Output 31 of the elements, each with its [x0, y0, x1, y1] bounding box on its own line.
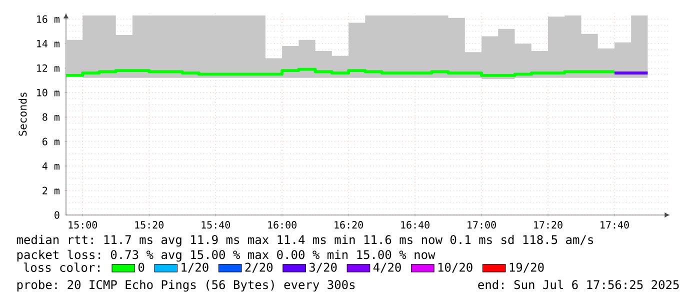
legend-label: 0: [138, 262, 144, 272]
legend-label: 10/20: [438, 262, 472, 273]
legend-label: 2/20: [245, 262, 273, 273]
x-tick-label: 15:40: [202, 221, 230, 229]
legend-label: 4/20: [373, 262, 401, 273]
y-tick-label: 0: [54, 211, 60, 219]
legend-label: 3/20: [309, 262, 337, 273]
x-tick-label: 15:20: [135, 221, 164, 229]
text: probe: 20 ICMP Echo Pings (56 Bytes) every 300s: [17, 280, 355, 292]
x-tick-label: 17:40: [600, 221, 629, 229]
x-tick-label: 16:40: [401, 221, 430, 229]
y-tick-label: 14 m: [37, 40, 60, 48]
legend-label: 1/20: [182, 262, 208, 273]
x-tick-label: 16:00: [268, 221, 296, 229]
text: end: Sun Jul 6 17:56:25 2025: [478, 280, 679, 290]
legend-label: 19/20: [510, 262, 544, 273]
legend-title: loss color:: [24, 262, 100, 272]
y-tick-label: 8 m: [42, 113, 60, 121]
y-tick-label: 10 m: [37, 88, 60, 96]
text: packet loss: 0.73 % avg 15.00 % max 0.00 % min 15.00 % now: [17, 250, 436, 262]
text: median rtt: 11.7 ms avg 11.9 ms max 11.4 ms min 11.6 ms now 0.1 ms sd 118.5 am/s: [16, 234, 594, 247]
y-axis-title: Seconds: [18, 92, 27, 136]
x-tick-label: 16:20: [334, 221, 363, 229]
x-tick-label: 17:20: [534, 221, 562, 229]
y-tick-label: 12 m: [37, 64, 60, 72]
y-tick-label: 2 m: [42, 186, 60, 194]
y-tick-label: 6 m: [42, 138, 60, 146]
y-tick-label: 16 m: [37, 15, 60, 23]
x-tick-label: 17:00: [468, 221, 496, 229]
y-tick-label: 4 m: [42, 162, 60, 170]
x-tick-label: 15:00: [68, 221, 98, 229]
